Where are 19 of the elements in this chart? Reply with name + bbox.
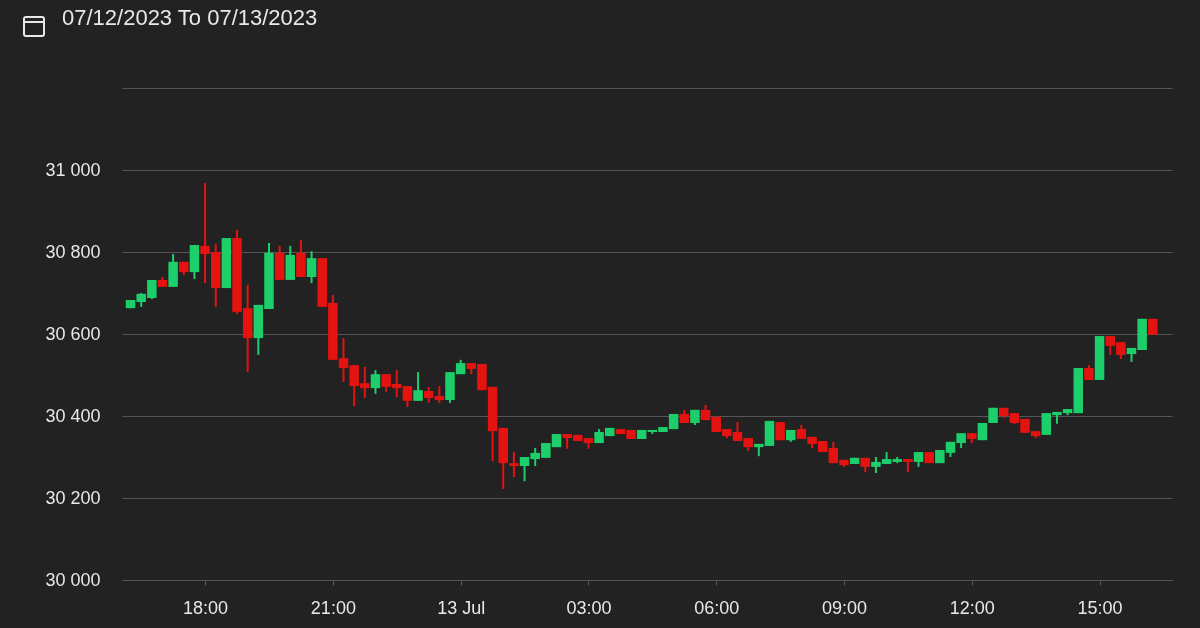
x-tick-label: 18:00 (183, 597, 229, 618)
x-tick-label: 15:00 (1077, 597, 1123, 618)
x-tick-label: 12:00 (949, 597, 995, 618)
y-tick-label: 30 400 (45, 405, 101, 426)
x-tick-label: 06:00 (694, 597, 740, 618)
candlestick (413, 371, 423, 402)
x-tick-label: 13 Jul (437, 597, 486, 618)
y-tick-label: 30 200 (45, 487, 101, 508)
y-tick-label: 30 000 (45, 569, 101, 590)
x-tick-label: 09:00 (821, 597, 868, 618)
x-tick-label: 21:00 (310, 597, 356, 618)
y-tick-label: 30 600 (45, 323, 101, 344)
candlestick (509, 451, 519, 479)
chart-title: 07/12/2023 To 07/13/2023 (62, 5, 318, 30)
y-tick-label: 30 800 (45, 241, 101, 262)
candlestick (306, 250, 317, 285)
y-tick-label: 31 000 (45, 159, 101, 180)
candlestick (370, 369, 381, 395)
x-tick-label: 03:00 (566, 597, 612, 618)
